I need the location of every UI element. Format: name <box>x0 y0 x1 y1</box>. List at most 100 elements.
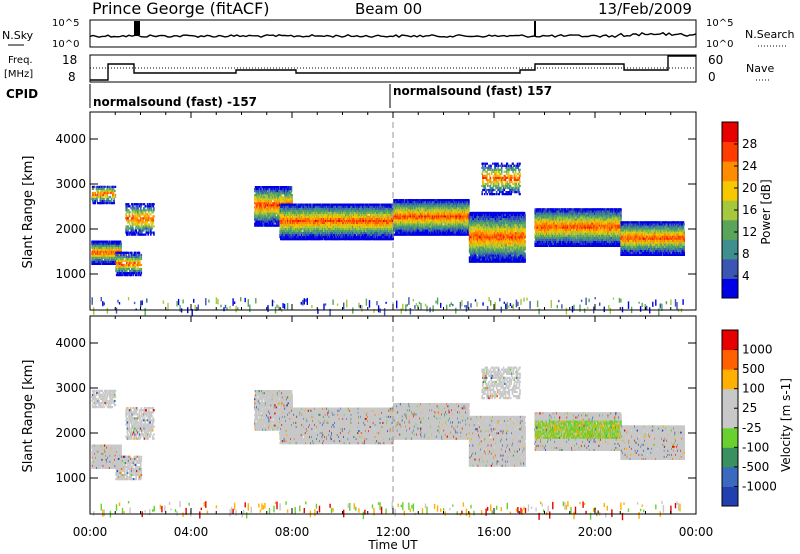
power-cell <box>287 203 290 206</box>
power-cell <box>92 240 95 243</box>
power-cell <box>336 209 339 212</box>
power-cell <box>262 212 264 215</box>
power-cell <box>134 233 137 236</box>
power-cell <box>114 195 117 199</box>
power-cell <box>302 209 304 212</box>
power-cell <box>145 213 148 216</box>
power-cell <box>321 238 324 241</box>
power-cell <box>135 231 137 234</box>
power-cell <box>96 260 98 263</box>
power-cell <box>138 263 140 267</box>
power-cell <box>263 202 266 205</box>
power-cell <box>313 225 316 229</box>
power-cell <box>127 233 129 236</box>
power-cell <box>139 263 141 267</box>
power-cell <box>136 255 138 258</box>
power-cell <box>306 209 309 212</box>
power-cell <box>145 229 148 232</box>
power-cell <box>137 207 139 210</box>
power-cell <box>276 192 278 195</box>
power-cell <box>112 191 115 195</box>
power-cell <box>138 272 141 275</box>
power-cell <box>134 203 136 206</box>
power-cell <box>152 205 155 208</box>
power-cell <box>110 262 112 265</box>
power-cell <box>140 203 143 206</box>
power-cell <box>107 250 110 253</box>
power-cell <box>112 250 114 253</box>
power-cell <box>139 215 141 218</box>
power-cell <box>260 204 262 207</box>
power-cell <box>333 205 335 208</box>
power-cell <box>138 227 141 230</box>
power-cell <box>288 198 290 201</box>
power-cell <box>146 221 148 224</box>
power-cell <box>268 186 271 189</box>
nsky-tick-hi-left: 10^5 <box>52 18 79 29</box>
cpid-second: normalsound (fast) 157 <box>393 84 552 98</box>
power-cell <box>152 221 155 224</box>
power-cell <box>95 187 98 190</box>
power-cell <box>137 213 139 216</box>
power-cell <box>146 225 148 228</box>
power-cell <box>277 224 280 227</box>
power-cell <box>121 274 124 277</box>
power-cell <box>115 253 118 256</box>
power-cell <box>92 193 95 197</box>
power-cell <box>140 267 143 271</box>
power-cell <box>128 263 131 267</box>
power-cell <box>127 219 130 222</box>
power-cell <box>104 193 107 197</box>
power-cell <box>283 198 285 201</box>
power-cell <box>143 207 146 210</box>
power-cell <box>110 242 113 245</box>
power-cell <box>257 214 259 217</box>
power-cell <box>143 233 145 236</box>
freq-label: Freq. <box>8 55 33 66</box>
power-cell <box>256 190 258 193</box>
power-cell <box>137 269 139 273</box>
power-cell <box>314 227 316 231</box>
power-cell <box>280 198 283 201</box>
power-cell <box>316 205 318 208</box>
power-cell <box>310 215 312 218</box>
power-cell <box>125 274 127 277</box>
power-cell <box>137 225 139 228</box>
power-cell <box>280 196 283 199</box>
power-cell <box>119 251 121 254</box>
power-cell <box>300 233 303 237</box>
power-cell <box>134 261 136 265</box>
power-cell <box>134 251 137 254</box>
nsearch-label: N.Search <box>745 28 795 41</box>
power-cell <box>317 205 319 208</box>
power-cell <box>112 242 115 245</box>
power-cell <box>273 188 276 191</box>
power-cell <box>104 258 107 261</box>
power-cell <box>318 236 321 239</box>
power-cell <box>277 188 280 191</box>
power-cell <box>131 251 133 254</box>
power-cell <box>346 238 348 241</box>
power-cell <box>123 253 126 256</box>
power-cell <box>138 231 140 234</box>
power-cell <box>120 242 122 245</box>
power-cell <box>143 213 145 216</box>
power-cell <box>131 225 134 228</box>
power-cell <box>123 251 126 254</box>
power-cell <box>140 205 143 208</box>
power-cell <box>288 190 291 193</box>
power-cell <box>96 202 99 205</box>
power-cell <box>131 221 134 224</box>
power-cell <box>132 274 134 277</box>
freq-tick-hi: 18 <box>62 53 77 67</box>
power-cell <box>279 190 281 193</box>
power-cell <box>277 220 280 223</box>
power-cell <box>341 238 344 241</box>
power-cell <box>113 197 115 201</box>
power-cell <box>143 223 146 226</box>
power-cell <box>131 213 134 216</box>
power-cell <box>100 189 103 192</box>
power-cell <box>94 191 96 195</box>
power-cell <box>334 223 336 226</box>
